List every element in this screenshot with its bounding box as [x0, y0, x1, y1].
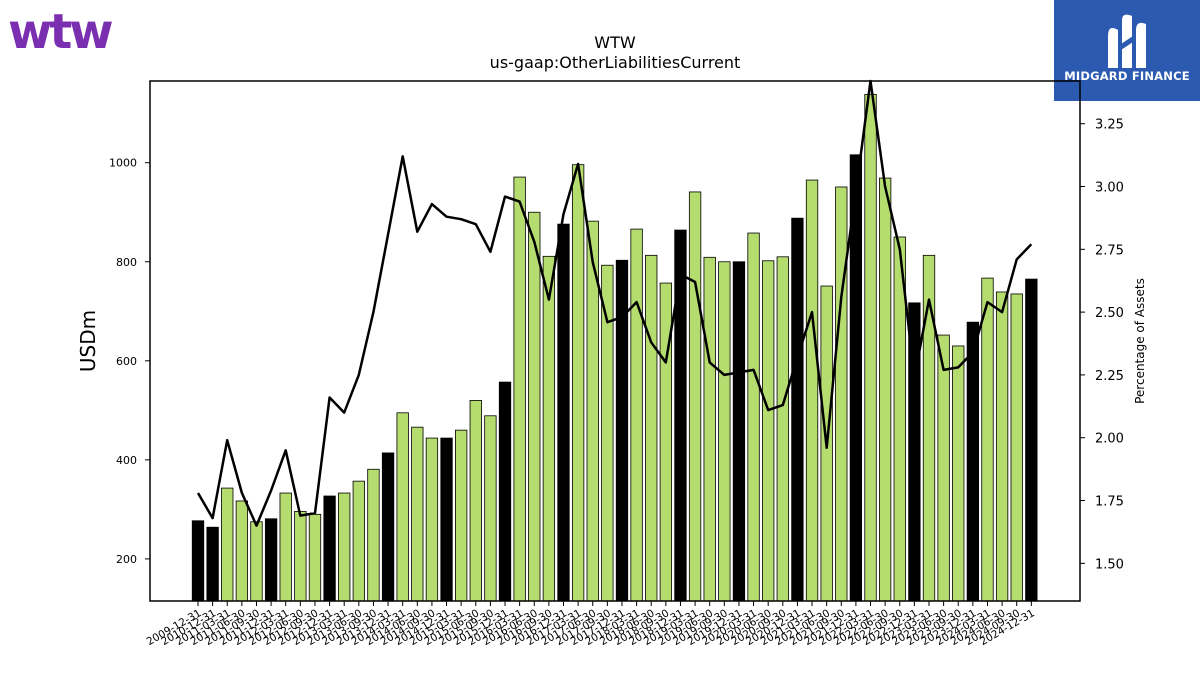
bar: [381, 452, 395, 602]
bar: [484, 415, 497, 602]
bar: [323, 495, 336, 602]
bar: [995, 291, 1009, 602]
bar-series: [191, 93, 1038, 602]
bar: [250, 521, 263, 602]
y2-tick-label: 2.75: [1095, 243, 1124, 258]
bar: [966, 321, 980, 602]
bar: [674, 229, 687, 602]
bar: [308, 513, 322, 602]
bar: [805, 179, 819, 602]
y2-tick-label: 1.50: [1095, 557, 1124, 572]
chart-subtitle: us-gaap:OtherLiabilitiesCurrent: [490, 53, 741, 72]
bar: [1010, 293, 1023, 602]
plot-frame: [149, 80, 1081, 602]
bar: [878, 177, 892, 602]
y2-axis-label: Percentage of Assets: [1133, 278, 1147, 404]
bar: [528, 211, 541, 602]
y2-tick-label: 2.00: [1095, 432, 1124, 447]
y-tick-label: 800: [116, 256, 137, 269]
bar: [338, 492, 351, 602]
bar: [513, 176, 526, 602]
bar: [747, 232, 760, 602]
x-axis: 2009-12-312010-12-312011-03-312011-06-30…: [145, 601, 1037, 648]
bar: [703, 256, 716, 602]
bar: [542, 255, 556, 602]
bar: [396, 412, 409, 602]
midgard-finance-watermark: MIDGARD FINANCE: [1054, 0, 1200, 101]
bar: [571, 164, 585, 602]
bar: [469, 400, 482, 602]
bar: [411, 426, 424, 602]
bar: [630, 228, 643, 602]
bar: [601, 264, 614, 602]
chart-title: WTW: [594, 33, 636, 52]
bar: [440, 437, 453, 602]
bar: [221, 487, 234, 602]
wtw-logo-text: wtw: [8, 4, 114, 60]
y2-tick-label: 1.75: [1095, 495, 1124, 510]
bar: [937, 334, 950, 602]
bar: [498, 381, 512, 602]
y2-tick-label: 2.25: [1095, 369, 1124, 384]
bar: [835, 186, 848, 602]
bar: [762, 260, 775, 602]
bar: [732, 261, 746, 602]
y-tick-label: 200: [116, 553, 137, 566]
wtw-logo: wtw: [8, 4, 114, 60]
bar: [981, 277, 994, 602]
bar: [264, 518, 278, 602]
bar: [791, 217, 804, 602]
bar: [206, 526, 219, 602]
bar: [952, 345, 965, 602]
bar: [864, 93, 877, 602]
percentage-line: [196, 79, 1033, 527]
bar: [367, 468, 380, 602]
bar: [1025, 278, 1038, 602]
y-tick-label: 600: [116, 355, 137, 368]
y2-tick-label: 3.00: [1095, 181, 1124, 196]
bar: [645, 254, 658, 602]
bar: [455, 429, 468, 602]
bar: [922, 254, 936, 602]
bar: [279, 492, 292, 602]
percentage-line-series: [196, 79, 1033, 527]
midgard-logo-text: MIDGARD FINANCE: [1064, 69, 1190, 83]
bar: [776, 256, 789, 602]
bar: [191, 520, 205, 602]
y-tick-label: 400: [116, 454, 137, 467]
y2-tick-label: 2.50: [1095, 306, 1124, 321]
y2-tick-label: 3.25: [1095, 118, 1124, 133]
midgard-logo-icon: [1108, 14, 1146, 69]
y-axis-label: USDm: [76, 310, 100, 372]
y-axis: 200 400 600 800 1000: [109, 157, 150, 566]
bar: [294, 510, 307, 602]
y2-axis: 1.50 1.75 2.00 2.25 2.50 2.75 3.00 3.25: [1080, 118, 1124, 572]
bar: [688, 191, 702, 602]
y-tick-label: 1000: [109, 157, 137, 170]
bar: [557, 223, 570, 602]
bar: [352, 480, 365, 602]
bar: [235, 500, 249, 602]
bar: [425, 437, 439, 602]
bar: [718, 261, 731, 602]
